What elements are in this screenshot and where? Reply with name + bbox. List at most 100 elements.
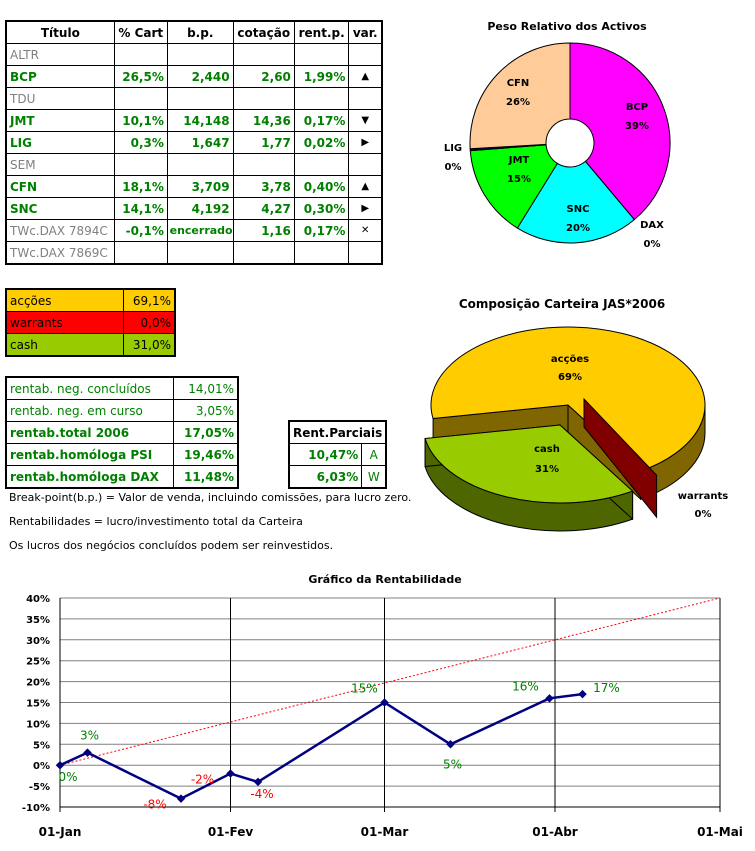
break-point: 14,148 — [166, 109, 234, 132]
returns-label: rentab.homóloga PSI — [5, 443, 174, 466]
allocation-label: acções — [5, 288, 124, 312]
return: 0,17% — [293, 109, 350, 132]
data-label: -2% — [191, 773, 214, 787]
data-label: 17% — [593, 681, 620, 695]
donut-value: 0% — [644, 239, 661, 250]
y-tick-label: 5% — [33, 740, 50, 751]
x-tick-label: 01-Abr — [532, 825, 578, 839]
return: 0,17% — [293, 219, 350, 242]
pie3d-value: 0% — [695, 509, 712, 520]
data-label: 3% — [80, 729, 99, 743]
return: 0,02% — [293, 131, 350, 154]
note-rentabilidades: Rentabilidades = lucro/investimento tota… — [9, 515, 303, 528]
pie3d-slice-warrants — [583, 397, 658, 519]
data-label: -8% — [143, 798, 166, 812]
reference-line — [59, 597, 721, 766]
data-point — [176, 794, 186, 803]
data-point — [226, 769, 235, 778]
donut-label: DAX — [640, 220, 664, 231]
donut-slice-JMT — [469, 144, 559, 229]
donut-value: 39% — [625, 121, 649, 132]
pie3d-label: acções — [551, 354, 589, 365]
data-point — [578, 689, 587, 699]
note-breakpoint: Break-point(b.p.) = Valor de venda, incl… — [9, 491, 412, 504]
var-none-icon — [348, 241, 383, 265]
x-tick-label: 01-Fev — [208, 825, 254, 839]
returns-row: rentab.homóloga PSI 19,46% — [5, 443, 239, 466]
data-label: 5% — [443, 757, 462, 771]
quote: 14,36 — [232, 109, 295, 132]
allocation-value: 69,1% — [123, 288, 176, 312]
donut-label: SNC — [567, 204, 590, 215]
cart-pct: 26,5% — [113, 65, 168, 88]
cart-pct: 14,1% — [113, 197, 168, 220]
returns-row: rentab.total 2006 17,05% — [5, 421, 239, 444]
y-tick-label: -10% — [22, 803, 50, 814]
returns-label: rentab. neg. em curso — [5, 399, 174, 422]
returns-value: 11,48% — [173, 465, 239, 489]
returns-value: 19,46% — [173, 443, 239, 466]
returns-label: rentab.homóloga DAX — [5, 465, 174, 489]
data-label: 16% — [512, 679, 539, 693]
donut-label: JMT — [508, 155, 530, 166]
ticker: TWc.DAX 7894C — [5, 219, 115, 242]
partial-code: A — [361, 443, 387, 466]
data-label: 0% — [58, 770, 77, 784]
y-tick-label: 40% — [26, 594, 50, 605]
quote: 1,16 — [232, 219, 295, 242]
data-label: 15% — [351, 682, 378, 696]
partial-code: W — [361, 465, 387, 489]
pie3d-title: Composição Carteira JAS*2006 — [459, 297, 665, 311]
ticker: TWc.DAX 7869C — [5, 241, 115, 265]
donut-value: 26% — [506, 97, 530, 108]
y-tick-label: 20% — [26, 678, 50, 689]
donut-value: 20% — [566, 223, 590, 234]
data-point — [83, 748, 92, 757]
var-closed-icon: ✕ — [348, 219, 383, 242]
donut-title: Peso Relativo dos Activos — [487, 20, 647, 33]
table-row: TWc.DAX 7894C -0,1% encerrado 1,16 0,17%… — [5, 219, 383, 242]
data-point — [55, 760, 65, 770]
partial-returns-table: Rent.Parciais 10,47% A 6,03% W — [288, 420, 388, 489]
donut-label: CFN — [507, 78, 530, 89]
donut-value: 15% — [507, 174, 531, 185]
pie3d-label: cash — [534, 444, 560, 455]
partial-value: 10,47% — [288, 443, 363, 466]
line-title: Gráfico da Rentabilidade — [308, 573, 461, 586]
cart-pct — [113, 241, 168, 265]
note-lucros: Os lucros dos negócios concluídos podem … — [9, 539, 334, 552]
allocation-label: warrants — [5, 311, 124, 334]
allocation-row: warrants 0,0% — [5, 311, 176, 334]
table-row: TWc.DAX 7869C — [5, 241, 383, 265]
x-tick-label: 01-Mar — [361, 825, 409, 839]
allocation-label: cash — [5, 333, 124, 357]
cart-pct: 10,1% — [113, 109, 168, 132]
table-row: LIG 0,3% 1,647 1,77 0,02% ▶ — [5, 131, 383, 154]
data-point — [545, 694, 554, 703]
donut-value: 0% — [445, 162, 462, 173]
holdings-table: Título% Cart b.p. cotação rent.p. var. ALTR … — [5, 20, 383, 265]
quote: 1,77 — [232, 131, 295, 154]
allocation-row: acções 69,1% — [5, 288, 176, 312]
allocation-table: acções 69,1% warrants 0,0% cash 31,0% — [5, 288, 176, 357]
break-point: 3,709 — [166, 175, 234, 198]
returns-table: rentab. neg. concluídos 14,01% rentab. neg… — [5, 376, 239, 489]
break-point: 1,647 — [166, 131, 234, 154]
column-header: % Cart — [113, 20, 168, 44]
partial-value: 6,03% — [288, 465, 363, 489]
y-tick-label: 10% — [26, 719, 50, 730]
table-row: SEM — [5, 153, 383, 176]
cart-pct: 0,3% — [113, 131, 168, 154]
column-header: var. — [348, 20, 383, 44]
returns-value: 3,05% — [173, 399, 239, 422]
y-tick-label: 35% — [26, 615, 50, 626]
pie3d-label: warrants — [678, 491, 728, 502]
allocation-value: 31,0% — [123, 333, 176, 357]
y-tick-label: 30% — [26, 636, 50, 647]
break-point: encerrado — [166, 219, 234, 242]
y-tick-label: 0% — [33, 761, 50, 772]
x-tick-label: 01-Jan — [39, 825, 82, 839]
data-point — [446, 740, 455, 749]
returns-row: rentab.homóloga DAX 11,48% — [5, 465, 239, 489]
